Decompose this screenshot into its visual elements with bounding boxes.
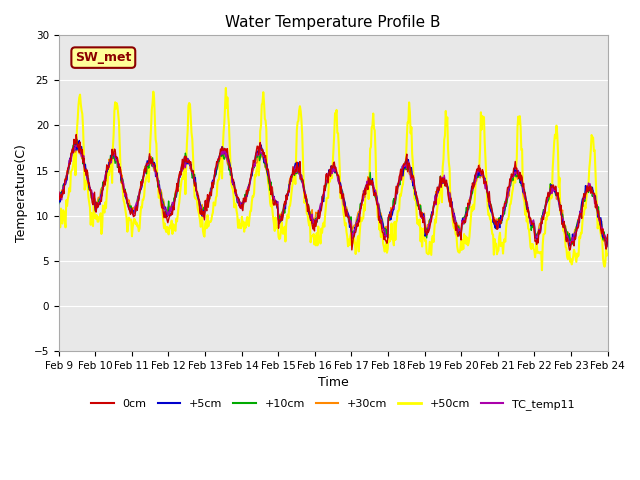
Title: Water Temperature Profile B: Water Temperature Profile B — [225, 15, 441, 30]
Y-axis label: Temperature(C): Temperature(C) — [15, 144, 28, 242]
X-axis label: Time: Time — [318, 376, 349, 389]
Legend: 0cm, +5cm, +10cm, +30cm, +50cm, TC_temp11: 0cm, +5cm, +10cm, +30cm, +50cm, TC_temp1… — [87, 395, 579, 415]
Text: SW_met: SW_met — [75, 51, 131, 64]
